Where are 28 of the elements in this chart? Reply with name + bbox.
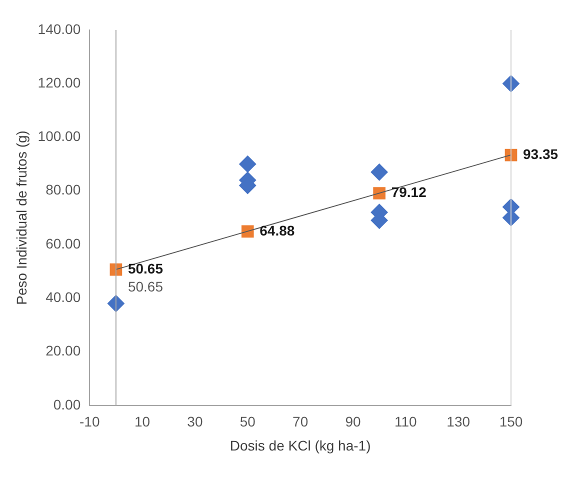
data-label: 64.88: [260, 222, 295, 238]
point: [241, 225, 254, 238]
x-tick-label: 10: [134, 414, 150, 430]
data-label: 79.12: [391, 184, 427, 200]
point: [373, 187, 386, 200]
y-tick-label: 100.00: [38, 128, 81, 144]
annotation: 50.65: [128, 278, 164, 294]
x-tick-label: 130: [446, 414, 470, 430]
point: [370, 164, 388, 181]
x-axis-title: Dosis de KCl (kg ha-1): [230, 437, 371, 454]
x-tick-label: 150: [499, 414, 523, 430]
x-tick-label: 90: [345, 414, 361, 430]
y-tick-label: 20.00: [46, 342, 81, 359]
point: [239, 156, 256, 173]
y-tick-label: 40.00: [46, 289, 81, 305]
x-tick-label: 110: [394, 414, 418, 430]
y-tick-label: 120.00: [38, 74, 81, 90]
y-tick-label: 140.00: [38, 20, 81, 37]
x-tick-label: -10: [80, 414, 100, 430]
y-tick-label: 60.00: [46, 235, 81, 252]
y-axis-title: Peso Individual de frutos (g): [13, 130, 30, 305]
data-label: 50.65: [128, 260, 164, 276]
x-tick-label: 50: [240, 414, 256, 430]
x-tick-label: 70: [292, 414, 308, 430]
y-tick-label: 80.00: [46, 182, 81, 198]
x-tick-label: 30: [187, 414, 203, 430]
data-label: 93.35: [523, 146, 558, 162]
y-tick-label: 0.00: [53, 396, 81, 412]
